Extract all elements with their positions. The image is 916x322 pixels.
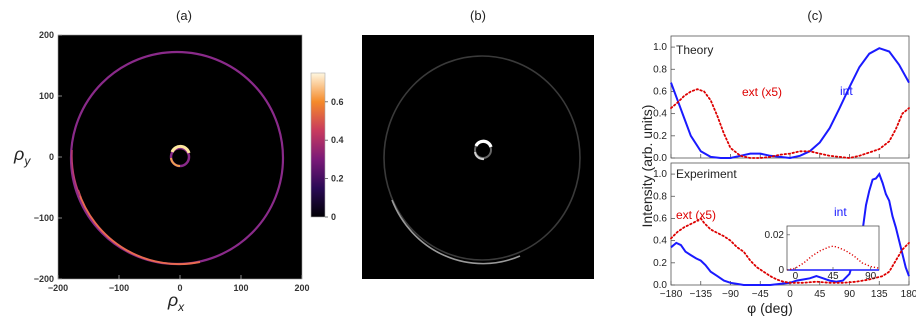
panel-b-inner-ring-bright-arc bbox=[474, 139, 493, 148]
panel-b-image bbox=[362, 35, 594, 279]
panel-c-x-ticks: −180 −135 −90 −45 0 45 90 135 180 bbox=[660, 289, 916, 300]
panel-a-x-ticks: −200 −100 0 100 200 bbox=[48, 275, 310, 293]
panel-a-y-tick-label: 200 bbox=[39, 30, 54, 40]
panel-c-ylabel: Intensity (arb. units) bbox=[639, 105, 655, 228]
panel-c-inset-series-ext bbox=[786, 245, 880, 271]
panel-c-bottom-y-tick-label: 1.0 bbox=[653, 169, 667, 180]
panel-c-x-tick-label: 45 bbox=[814, 289, 826, 300]
panel-a-colorbar-tick-label: 0.2 bbox=[331, 174, 344, 184]
panel-c-bottom-ext-label: ext (x5) bbox=[676, 208, 716, 222]
panel-c-top-series-ext bbox=[670, 88, 910, 159]
panel-c-top-int-label: int bbox=[840, 84, 853, 98]
panel-c-bottom-int-label: int bbox=[834, 205, 847, 219]
panel-c-top-y-tick-label: 0.0 bbox=[653, 153, 667, 164]
panel-c-top-y-tick-label: 0.2 bbox=[653, 131, 667, 142]
panel-c-bottom-plot: 0.0 0.2 0.4 0.6 0.8 1.0 Experiment int ext (x… bbox=[653, 162, 910, 291]
panel-a-outer-ring-bright-arc bbox=[77, 189, 201, 266]
panel-a-outer-ring-mid-arc bbox=[71, 149, 81, 197]
panel-c-xlabel: φ (deg) bbox=[747, 300, 793, 316]
panel-c-top-y-ticks: 0.0 0.2 0.4 0.6 0.8 1.0 bbox=[653, 42, 910, 164]
panel-c-top-series-int bbox=[670, 47, 910, 160]
panel-c-top-series bbox=[670, 47, 910, 160]
panel-c-x-tick-label: 90 bbox=[844, 289, 856, 300]
panel-a-x-tick-label: −100 bbox=[109, 283, 129, 293]
panel-c-top-ext-label: ext (x5) bbox=[742, 85, 782, 99]
panel-a-colorbar bbox=[310, 72, 326, 218]
panel-a-x-tick-label: 0 bbox=[177, 283, 182, 293]
panel-c-x-tick-label: −90 bbox=[722, 289, 739, 300]
panel-c-inset-x-tick-label: 0 bbox=[793, 271, 799, 282]
panel-a-y-tick-label: 0 bbox=[49, 152, 54, 162]
panel-b-outer-ring bbox=[383, 55, 581, 261]
panel-a-x-tick-label: 200 bbox=[294, 283, 309, 293]
panel-c-inset: 0 45 90 0.02 0 bbox=[765, 230, 880, 282]
panel-a-y-tick-label: 100 bbox=[39, 91, 54, 101]
panel-a-colorbar-tick-label: 0 bbox=[331, 212, 336, 222]
panel-a-y-ticks: 200 100 0 −100 −200 bbox=[34, 30, 62, 284]
panel-a-colorbar-ticks: 0.6 0.4 0.2 0 bbox=[325, 97, 344, 222]
panel-b-inner-ring-mid-arc bbox=[474, 151, 485, 161]
panel-c-top-frame bbox=[670, 35, 910, 159]
panel-c-top-y-tick-label: 1.0 bbox=[653, 42, 667, 53]
panel-a-colorbar-tick-label: 0.6 bbox=[331, 97, 344, 107]
panel-a-colorbar-tick-label: 0.4 bbox=[331, 135, 344, 145]
panel-c-top-plot: 0.0 0.2 0.4 0.6 0.8 1.0 Theory int ext (x5) bbox=[653, 35, 910, 164]
panel-c-top-y-tick-label: 0.8 bbox=[653, 64, 667, 75]
panel-a-label: (a) bbox=[176, 8, 192, 23]
panel-c-x-tick-label: 135 bbox=[871, 289, 888, 300]
panel-a-heatmap bbox=[57, 34, 303, 280]
panel-c-inset-y-tick-label: 0.02 bbox=[765, 230, 785, 241]
panel-c-top-title: Theory bbox=[676, 43, 713, 57]
panel-c-x-tick-label: 0 bbox=[787, 289, 793, 300]
panel-a-x-tick-label: 100 bbox=[233, 283, 248, 293]
panel-c-bottom-y-ticks: 0.0 0.2 0.4 0.6 0.8 1.0 bbox=[653, 169, 910, 291]
panel-c-inset-frame bbox=[786, 225, 880, 271]
panel-c-inset-y-tick-label: 0 bbox=[778, 265, 784, 276]
panel-c-top-y-tick-label: 0.4 bbox=[653, 109, 667, 120]
panel-c-bottom-y-tick-label: 0.0 bbox=[653, 280, 667, 291]
panel-c-bottom-y-tick-label: 0.4 bbox=[653, 236, 667, 247]
panel-c-bottom-y-tick-label: 0.2 bbox=[653, 258, 667, 269]
panel-a-inner-ring-mid-arc bbox=[170, 157, 181, 168]
panel-a-x-tick-label: −200 bbox=[48, 283, 68, 293]
panel-c-bottom-series bbox=[670, 172, 910, 286]
panel-c-bottom-series-ext bbox=[670, 217, 910, 284]
panel-b-outer-ring-bright-arc bbox=[391, 199, 521, 265]
panel-c-x-tick-label: −135 bbox=[689, 289, 712, 300]
panel-a-xlabel: ρx bbox=[167, 290, 185, 314]
panel-a-plot-area bbox=[57, 34, 303, 280]
panel-c-label: (c) bbox=[807, 8, 822, 23]
panel-c-x-tick-label: −45 bbox=[752, 289, 769, 300]
panel-c-x-tick-label: −180 bbox=[660, 289, 683, 300]
panel-c-bottom-y-tick-label: 0.8 bbox=[653, 191, 667, 202]
panel-a-inner-ring-bright-arc bbox=[170, 144, 191, 154]
panel-c-inset-x-tick-label: 90 bbox=[865, 271, 877, 282]
panel-c-inset-x-tick-label: 45 bbox=[827, 271, 839, 282]
panel-a-y-tick-label: −100 bbox=[34, 213, 54, 223]
panel-b-label: (b) bbox=[470, 8, 486, 23]
panel-c-top-y-tick-label: 0.6 bbox=[653, 86, 667, 97]
panel-c-bottom-y-tick-label: 0.6 bbox=[653, 213, 667, 224]
panel-c-bottom-title: Experiment bbox=[676, 167, 737, 181]
panel-c-x-tick-label: 180 bbox=[901, 289, 916, 300]
panel-a-ylabel: ρy bbox=[13, 144, 31, 168]
panel-a-y-tick-label: −200 bbox=[34, 274, 54, 284]
panel-c-bottom-series-int bbox=[670, 172, 910, 286]
